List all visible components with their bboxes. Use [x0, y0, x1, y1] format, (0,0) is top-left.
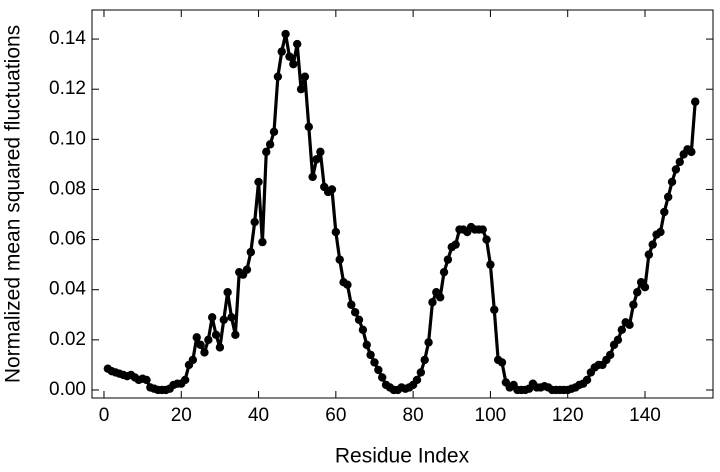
- data-point: [656, 227, 665, 237]
- data-point: [204, 335, 213, 345]
- data-point: [428, 298, 437, 307]
- data-point: [262, 147, 271, 157]
- data-point: [180, 375, 190, 385]
- x-tick-label: 0: [99, 405, 110, 426]
- data-point: [378, 373, 387, 382]
- data-point: [269, 127, 279, 137]
- data-point: [412, 375, 422, 385]
- data-point: [358, 325, 368, 335]
- y-tick-label: 0.02: [49, 329, 86, 350]
- data-point: [486, 260, 495, 269]
- x-tick-label: 20: [171, 405, 192, 426]
- data-point: [687, 147, 696, 157]
- data-point: [613, 335, 623, 345]
- y-tick-label: 0.08: [49, 178, 86, 199]
- data-point: [606, 350, 615, 360]
- data-point: [451, 240, 460, 249]
- x-tick-label: 80: [403, 405, 424, 426]
- data-point: [292, 39, 302, 49]
- data-point: [312, 155, 321, 164]
- x-tick-label: 120: [552, 405, 584, 426]
- data-point: [304, 122, 313, 132]
- data-point: [265, 140, 275, 149]
- data-point: [497, 358, 507, 367]
- data-point: [285, 52, 294, 61]
- data-point: [296, 85, 306, 94]
- data-point: [223, 288, 232, 297]
- data-point: [644, 250, 654, 259]
- data-point: [231, 330, 240, 340]
- plot-frame: [91, 9, 714, 399]
- data-point: [640, 283, 650, 292]
- data-point: [482, 235, 491, 244]
- y-tick-label: 0.04: [49, 279, 86, 300]
- data-point: [327, 185, 337, 194]
- data-point: [435, 293, 445, 302]
- x-tick-label: 140: [629, 405, 661, 426]
- y-tick-label: 0.00: [49, 379, 86, 400]
- data-point: [289, 59, 298, 69]
- data-point: [196, 340, 205, 350]
- data-point: [691, 97, 700, 106]
- data-point: [331, 227, 341, 237]
- data-point: [675, 157, 684, 167]
- data-point: [316, 147, 325, 157]
- data-point: [277, 47, 286, 56]
- x-tick-label: 60: [325, 405, 346, 426]
- data-point: [648, 240, 657, 249]
- y-axis-title: Normalized mean squared fluctuations: [2, 25, 25, 383]
- data-point: [219, 315, 228, 324]
- data-point: [300, 72, 310, 81]
- data-point: [250, 217, 259, 227]
- data-point: [633, 288, 642, 297]
- data-point: [617, 325, 627, 335]
- data-point: [362, 340, 371, 350]
- data-point: [416, 368, 426, 377]
- data-point: [420, 355, 429, 365]
- data-point: [347, 300, 356, 309]
- data-point: [308, 172, 317, 182]
- data-point: [671, 165, 681, 174]
- data-point: [142, 375, 151, 385]
- data-point: [490, 305, 499, 314]
- data-point: [207, 313, 217, 322]
- data-point: [211, 330, 221, 340]
- data-point: [343, 280, 352, 289]
- data-point: [335, 255, 344, 264]
- data-point: [443, 255, 453, 264]
- data-point: [354, 315, 364, 324]
- data-point: [258, 237, 267, 247]
- x-axis-title: Residue Index: [335, 445, 470, 468]
- data-point: [439, 267, 449, 277]
- data-point: [281, 29, 290, 39]
- data-point: [370, 358, 379, 367]
- data-point: [629, 300, 638, 309]
- data-point: [582, 375, 592, 385]
- data-point: [242, 265, 252, 274]
- data-point: [215, 343, 225, 352]
- data-point: [188, 355, 198, 365]
- data-point: [625, 320, 634, 330]
- data-point: [424, 338, 433, 347]
- data-point: [374, 365, 383, 375]
- data-point: [273, 72, 283, 81]
- data-point: [246, 247, 256, 257]
- x-tick-label: 100: [475, 405, 507, 426]
- data-point: [478, 225, 487, 234]
- data-point: [663, 192, 673, 202]
- y-tick-label: 0.06: [49, 229, 86, 250]
- data-point: [667, 177, 677, 187]
- y-tick-label: 0.12: [49, 78, 86, 99]
- data-point: [227, 313, 236, 322]
- data-point: [660, 207, 669, 217]
- data-point: [366, 350, 375, 360]
- x-tick-label: 40: [248, 405, 269, 426]
- data-point: [200, 348, 209, 357]
- data-point: [192, 333, 201, 342]
- data-point: [254, 177, 263, 187]
- y-tick-label: 0.10: [49, 128, 86, 149]
- data-point: [350, 308, 360, 317]
- y-tick-label: 0.14: [49, 28, 86, 49]
